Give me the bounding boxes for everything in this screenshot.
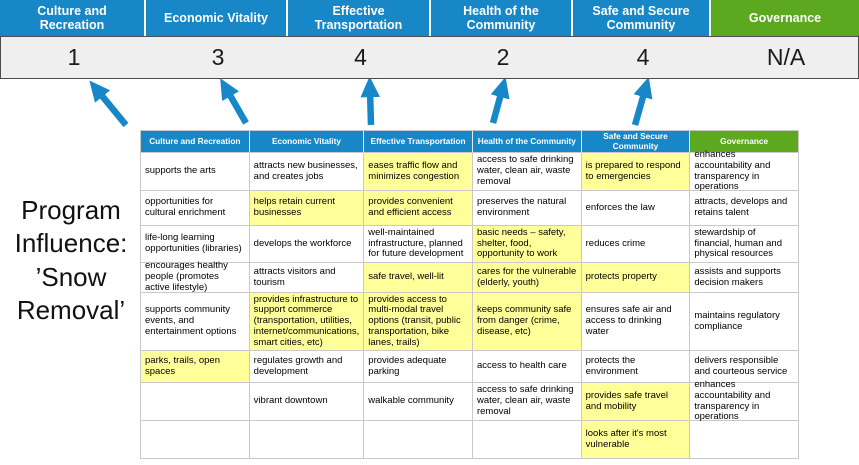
influence-arrow-4 (489, 79, 510, 124)
matrix-cell-r2-c3: provides convenient and efficient access (364, 191, 473, 226)
matrix-cell-r1-c2: attracts new businesses, and creates job… (249, 153, 365, 191)
category-safe-and-secure-community: Safe and Secure Community (573, 0, 711, 36)
matrix-cell-r2-c5: enforces the law (581, 191, 691, 226)
category-governance: Governance (711, 0, 859, 36)
influence-arrow-2 (220, 79, 249, 125)
matrix-cell-r2-c1: opportunities for cultural enrichment (141, 191, 250, 226)
matrix-cell-r1-c3: eases traffic flow and minimizes congest… (364, 153, 473, 191)
score-culture-and-recreation: 1 (67, 44, 81, 70)
score-safe-and-secure-community: 4 (636, 44, 650, 70)
matrix-header-culture-and-recreation: Culture and Recreation (141, 131, 250, 153)
matrix-cell-r3-c4: basic needs – safety, shelter, food, opp… (472, 226, 582, 263)
matrix-cell-r3-c3: well-maintained infrastructure, planned … (364, 226, 473, 263)
matrix-cell-r6-c2: regulates growth and development (249, 351, 365, 383)
matrix-cell-r4-c6: assists and supports decision makers (690, 263, 799, 293)
category-header-row: Culture and Recreation Economic Vitality E… (0, 0, 859, 36)
matrix-cell-r4-c2: attracts visitors and tourism (249, 263, 365, 293)
matrix-cell-r7-c3: walkable community (364, 383, 473, 421)
matrix-cell-r8-c5: looks after it's most vulnerable (581, 421, 691, 459)
matrix-cell-r4-c1: encourages healthy people (promotes acti… (141, 261, 250, 293)
matrix-cell-r3-c1: life-long learning opportunities (librar… (141, 226, 250, 263)
category-effective-transportation: Effective Transportation (288, 0, 431, 36)
influence-arrows (89, 79, 653, 128)
matrix-cell-r3-c5: reduces crime (581, 226, 691, 263)
category-culture-and-recreation: Culture and Recreation (0, 0, 146, 36)
influence-matrix: Culture and Recreation Economic Vitality E… (140, 130, 799, 459)
matrix-cell-r6-c4: access to health care (472, 351, 582, 383)
matrix-cell-r8-c1 (141, 421, 250, 459)
influence-arrow-1 (89, 80, 129, 128)
matrix-cell-r5-c3: provides access to multi-modal travel op… (364, 293, 473, 351)
score-governance: N/A (766, 44, 806, 70)
matrix-cell-r5-c6: maintains regulatory compliance (690, 293, 799, 351)
matrix-cell-r7-c1 (141, 383, 250, 421)
matrix-cell-r6-c1: parks, trails, open spaces (141, 351, 250, 383)
score-effective-transportation: 4 (354, 44, 367, 70)
matrix-cell-r2-c6: attracts, develops and retains talent (690, 191, 799, 226)
matrix-cell-r1-c1: supports the arts (141, 153, 250, 191)
score-health-of-the-community: 2 (496, 44, 510, 70)
category-health-of-the-community: Health of the Community (431, 0, 573, 36)
matrix-cell-r4-c4: cares for the vulnerable (elderly, youth… (472, 263, 582, 293)
matrix-cell-r1-c5: is prepared to respond to emergencies (581, 153, 691, 191)
matrix-cell-r4-c5: protects property (581, 263, 691, 293)
influence-arrow-3 (360, 79, 380, 126)
matrix-cell-r4-c3: safe travel, well-lit (364, 263, 473, 293)
matrix-cell-r3-c2: develops the workforce (249, 226, 365, 263)
matrix-cell-r7-c4: access to safe drinking water, clean air… (472, 383, 582, 421)
matrix-cell-r8-c3 (364, 421, 473, 459)
matrix-cell-r5-c1: supports community events, and entertain… (141, 293, 250, 351)
matrix-cell-r8-c2 (249, 421, 365, 459)
score-row: 1 3 4 2 4 N/A (0, 36, 859, 79)
matrix-cell-r1-c4: access to safe drinking water, clean air… (472, 153, 582, 191)
matrix-cell-r8-c6 (690, 421, 799, 459)
matrix-cell-r2-c4: preserves the natural environment (472, 191, 582, 226)
matrix-cell-r5-c2: provides infrastructure to support comme… (249, 293, 365, 351)
matrix-cell-r1-c6: enhances accountability and transparency… (690, 149, 799, 192)
matrix-cell-r2-c2: helps retain current businesses (249, 191, 365, 226)
category-economic-vitality: Economic Vitality (146, 0, 288, 36)
score-economic-vitality: 3 (211, 44, 225, 70)
matrix-header-health-of-the-community: Health of the Community (472, 131, 582, 153)
matrix-cell-r6-c6: delivers responsible and courteous servi… (690, 351, 799, 383)
matrix-cell-r7-c6: enhances accountability and transparency… (690, 379, 799, 422)
matrix-cell-r5-c4: keeps community safe from danger (crime,… (472, 293, 582, 351)
matrix-cell-r6-c3: provides adequate parking (364, 351, 473, 383)
program-influence-title: Program Influence: ’Snow Removal’ (14, 195, 128, 325)
matrix-header-governance: Governance (690, 131, 799, 153)
influence-arrow-5 (631, 79, 653, 126)
matrix-cell-r7-c5: provides safe travel and mobility (581, 383, 691, 421)
matrix-cell-r5-c5: ensures safe air and access to drinking … (581, 293, 691, 351)
matrix-header-safe-and-secure-community: Safe and Secure Community (581, 131, 691, 153)
matrix-cell-r3-c6: stewardship of financial, human and phys… (690, 226, 799, 263)
matrix-header-economic-vitality: Economic Vitality (249, 131, 365, 153)
matrix-cell-r6-c5: protects the environment (581, 351, 691, 383)
matrix-header-effective-transportation: Effective Transportation (364, 131, 473, 153)
matrix-cell-r7-c2: vibrant downtown (249, 383, 365, 421)
matrix-cell-r8-c4 (472, 421, 582, 459)
